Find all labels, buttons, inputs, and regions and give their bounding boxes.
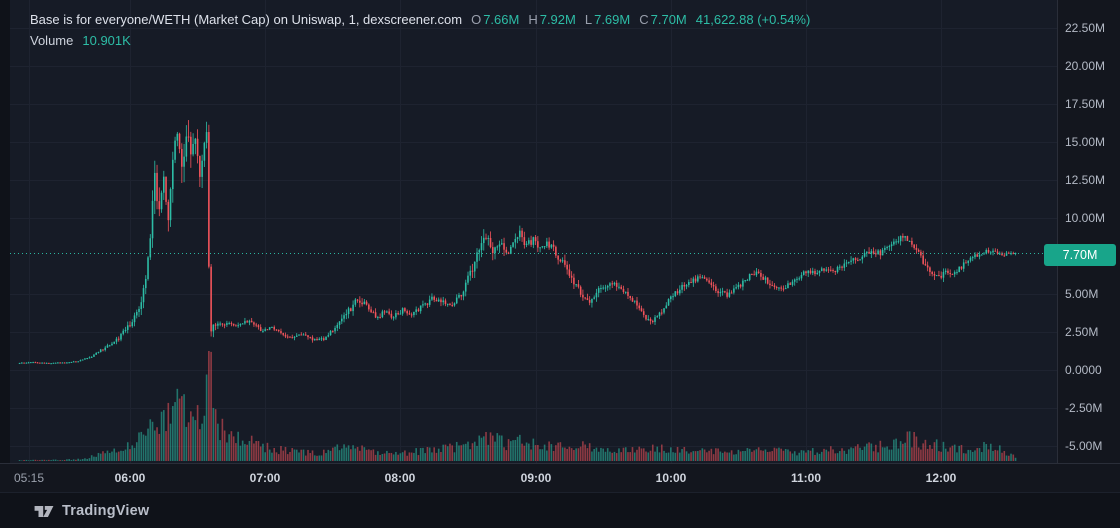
ohlc-high: H 7.92M: [528, 12, 576, 27]
time-tick-label: 07:00: [249, 471, 281, 485]
tradingview-logo-link[interactable]: TradingView: [33, 503, 149, 520]
chart-pane-background: [10, 0, 1057, 463]
time-tick-label: 08:00: [384, 471, 416, 485]
price-tick-label: 0.0000: [1065, 363, 1102, 377]
time-tick-label: 10:00: [655, 471, 687, 485]
price-tick-label: 12.50M: [1065, 173, 1106, 187]
time-tick-label: 06:00: [114, 471, 146, 485]
price-tick-label: 5.00M: [1065, 287, 1099, 301]
price-tick-label: -2.50M: [1065, 401, 1103, 415]
tradingview-wordmark: TradingView: [62, 503, 150, 519]
price-tick-label: 2.50M: [1065, 325, 1099, 339]
price-tick-label: -5.00M: [1065, 439, 1103, 453]
chart-legend: Base is for everyone/WETH (Market Cap) o…: [30, 10, 810, 50]
tradingview-logo-icon: [34, 505, 54, 517]
candlestick-series: [18, 120, 1017, 365]
bar-change: 41,622.88 (+0.54%): [695, 12, 811, 27]
last-price-badge: 7.70M: [1044, 244, 1116, 266]
volume-series: [18, 351, 1017, 461]
price-tick-label: 15.00M: [1065, 135, 1106, 149]
time-axis[interactable]: 05:15 06:00 07:00 08:00 09:00 10:00 11:0…: [0, 463, 1120, 492]
chart-pane[interactable]: [0, 0, 1057, 463]
time-tick-label: 11:00: [790, 471, 822, 485]
grid: [10, 0, 1057, 463]
time-tick-label: 12:00: [925, 471, 957, 485]
price-tick-label: 10.00M: [1065, 211, 1106, 225]
price-tick-label: 22.50M: [1065, 21, 1106, 35]
time-tick-label: 09:00: [520, 471, 552, 485]
price-tick-label: 20.00M: [1065, 59, 1106, 73]
volume-legend: Volume 10.901K: [30, 33, 131, 48]
ohlc-low: L 7.69M: [584, 12, 631, 27]
price-tick-label: 17.50M: [1065, 97, 1106, 111]
footer-bar: TradingView: [0, 492, 1120, 528]
ohlc-open: O 7.66M: [471, 12, 520, 27]
symbol-title[interactable]: Base is for everyone/WETH (Market Cap) o…: [30, 12, 463, 27]
time-tick-label: 05:15: [13, 471, 45, 485]
price-axis[interactable]: 22.50M 20.00M 17.50M 15.00M 12.50M 10.00…: [1044, 0, 1120, 463]
ohlc-close: C 7.70M: [639, 12, 687, 27]
